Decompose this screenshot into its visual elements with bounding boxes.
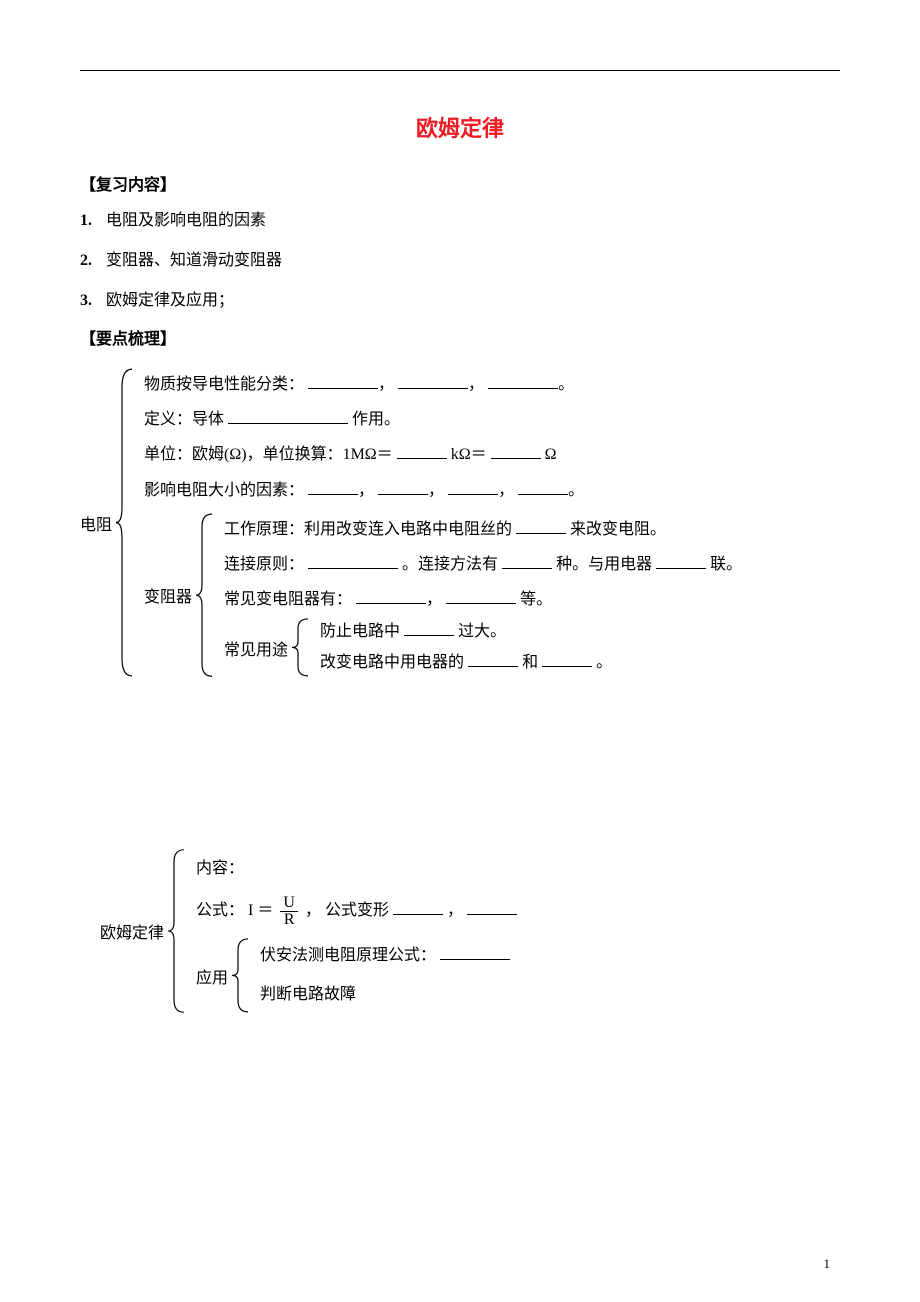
text: 。 [596, 654, 612, 671]
ohm-app-label: 应用 [196, 937, 232, 1014]
unit-line: 单位：欧姆(Ω)，单位换算：1MΩ＝ kΩ＝ Ω [144, 437, 840, 472]
text: 公式： [196, 902, 244, 919]
text: 影响电阻大小的因素： [144, 482, 304, 499]
connect-line: 连接原则： 。连接方法有 种。与用电器 联。 [224, 547, 840, 582]
item-text: 欧姆定律及应用； [106, 292, 234, 309]
review-heading: 【复习内容】 [80, 171, 840, 195]
outline-heading: 【要点梳理】 [80, 325, 840, 349]
uses-label: 常见用途 [224, 617, 292, 678]
fill-blank [488, 372, 558, 389]
text: 物质按导电性能分类： [144, 376, 304, 393]
fill-blank [228, 407, 348, 424]
review-item: 1. 电阻及影响电阻的因素 [80, 205, 840, 237]
fill-blank [542, 650, 592, 667]
ohm-app-group: 应用 伏安法测电阻原理公式： 判断电路故障 [196, 937, 840, 1014]
page-number: 1 [824, 1256, 831, 1272]
text: 等。 [520, 591, 552, 608]
use-line-2: 改变电路中用电器的 和 。 [320, 648, 840, 678]
text: Ω [545, 446, 557, 463]
fill-blank [397, 442, 447, 459]
uses-group: 常见用途 防止电路中 过大。 [224, 617, 840, 678]
ohm-group: 欧姆定律 内容： 公式： I ＝ U R ， 公式变形 ， [100, 848, 840, 1014]
brace-icon [116, 367, 134, 678]
brace-icon [232, 937, 250, 1014]
fill-blank [491, 442, 541, 459]
common-line: 常见变电阻器有： ， 等。 [224, 582, 840, 617]
classify-line: 物质按导电性能分类： ， ， 。 [144, 367, 840, 402]
text: 过大。 [458, 623, 506, 640]
text: kΩ＝ [451, 446, 487, 463]
ohm-formula-line: 公式： I ＝ U R ， 公式变形 ， [196, 890, 840, 932]
ohm-content-line: 内容： [196, 848, 840, 890]
ohm-label: 欧姆定律 [100, 848, 168, 1014]
text: 防止电路中 [320, 623, 400, 640]
fraction-num: U [280, 895, 298, 912]
fill-blank [393, 898, 443, 915]
ohm-app-line-2: 判断电路故障 [260, 976, 840, 1014]
fill-blank [518, 478, 568, 495]
fill-blank [502, 552, 552, 569]
text: ， 公式变形 [305, 902, 389, 919]
item-text: 变阻器、知道滑动变阻器 [106, 252, 282, 269]
fill-blank [404, 619, 454, 636]
fill-blank [398, 372, 468, 389]
factors-line: 影响电阻大小的因素： ， ， ， 。 [144, 473, 840, 508]
item-text: 电阻及影响电阻的因素 [106, 212, 266, 229]
text: 定义：导体 [144, 411, 224, 428]
definition-line: 定义：导体 作用。 [144, 402, 840, 437]
ohm-app-line-1: 伏安法测电阻原理公式： [260, 937, 840, 975]
text: ， [447, 902, 463, 919]
text: 。连接方法有 [402, 556, 498, 573]
fill-blank [467, 898, 517, 915]
rheostat-label: 变阻器 [144, 512, 196, 678]
text: 单位：欧姆(Ω)，单位换算：1MΩ＝ [144, 446, 393, 463]
formula-eq: ＝ [257, 902, 273, 919]
text: 工作原理：利用改变连入电路中电阻丝的 [224, 521, 512, 538]
fraction: U R [280, 895, 298, 928]
fill-blank [308, 552, 398, 569]
use-line-1: 防止电路中 过大。 [320, 617, 840, 647]
text: 作用。 [352, 411, 400, 428]
text: 改变电路中用电器的 [320, 654, 464, 671]
text: 判断电路故障 [260, 986, 356, 1003]
fill-blank [308, 478, 358, 495]
text: 连接原则： [224, 556, 304, 573]
fill-blank [448, 478, 498, 495]
review-item: 2. 变阻器、知道滑动变阻器 [80, 245, 840, 277]
text: 来改变电阻。 [570, 521, 666, 538]
fill-blank [468, 650, 518, 667]
resistance-label: 电阻 [80, 367, 116, 678]
item-number: 3. [80, 285, 102, 317]
text: 和 [522, 654, 538, 671]
fill-blank [308, 372, 378, 389]
text: 联。 [710, 556, 742, 573]
resistance-group: 电阻 物质按导电性能分类： ， ， 。 定义：导体 作用。 单位：欧姆(Ω)，单… [80, 367, 840, 678]
fill-blank [356, 587, 426, 604]
formula-I: I [248, 902, 253, 919]
brace-icon [196, 512, 214, 678]
item-number: 2. [80, 245, 102, 277]
text: 种。与用电器 [556, 556, 652, 573]
fill-blank [440, 943, 510, 960]
brace-icon [292, 617, 310, 678]
fill-blank [656, 552, 706, 569]
review-item: 3. 欧姆定律及应用； [80, 285, 840, 317]
brace-icon [168, 848, 186, 1014]
text: 常见变电阻器有： [224, 591, 352, 608]
principle-line: 工作原理：利用改变连入电路中电阻丝的 来改变电阻。 [224, 512, 840, 547]
header-rule [80, 70, 840, 71]
fill-blank [378, 478, 428, 495]
text: 伏安法测电阻原理公式： [260, 947, 436, 964]
page-title: 欧姆定律 [80, 111, 840, 143]
fraction-den: R [280, 912, 298, 928]
item-number: 1. [80, 205, 102, 237]
text: 内容： [196, 860, 244, 877]
fill-blank [516, 517, 566, 534]
fill-blank [446, 587, 516, 604]
rheostat-group: 变阻器 工作原理：利用改变连入电路中电阻丝的 来改变电阻。 连接原则： [144, 512, 840, 678]
